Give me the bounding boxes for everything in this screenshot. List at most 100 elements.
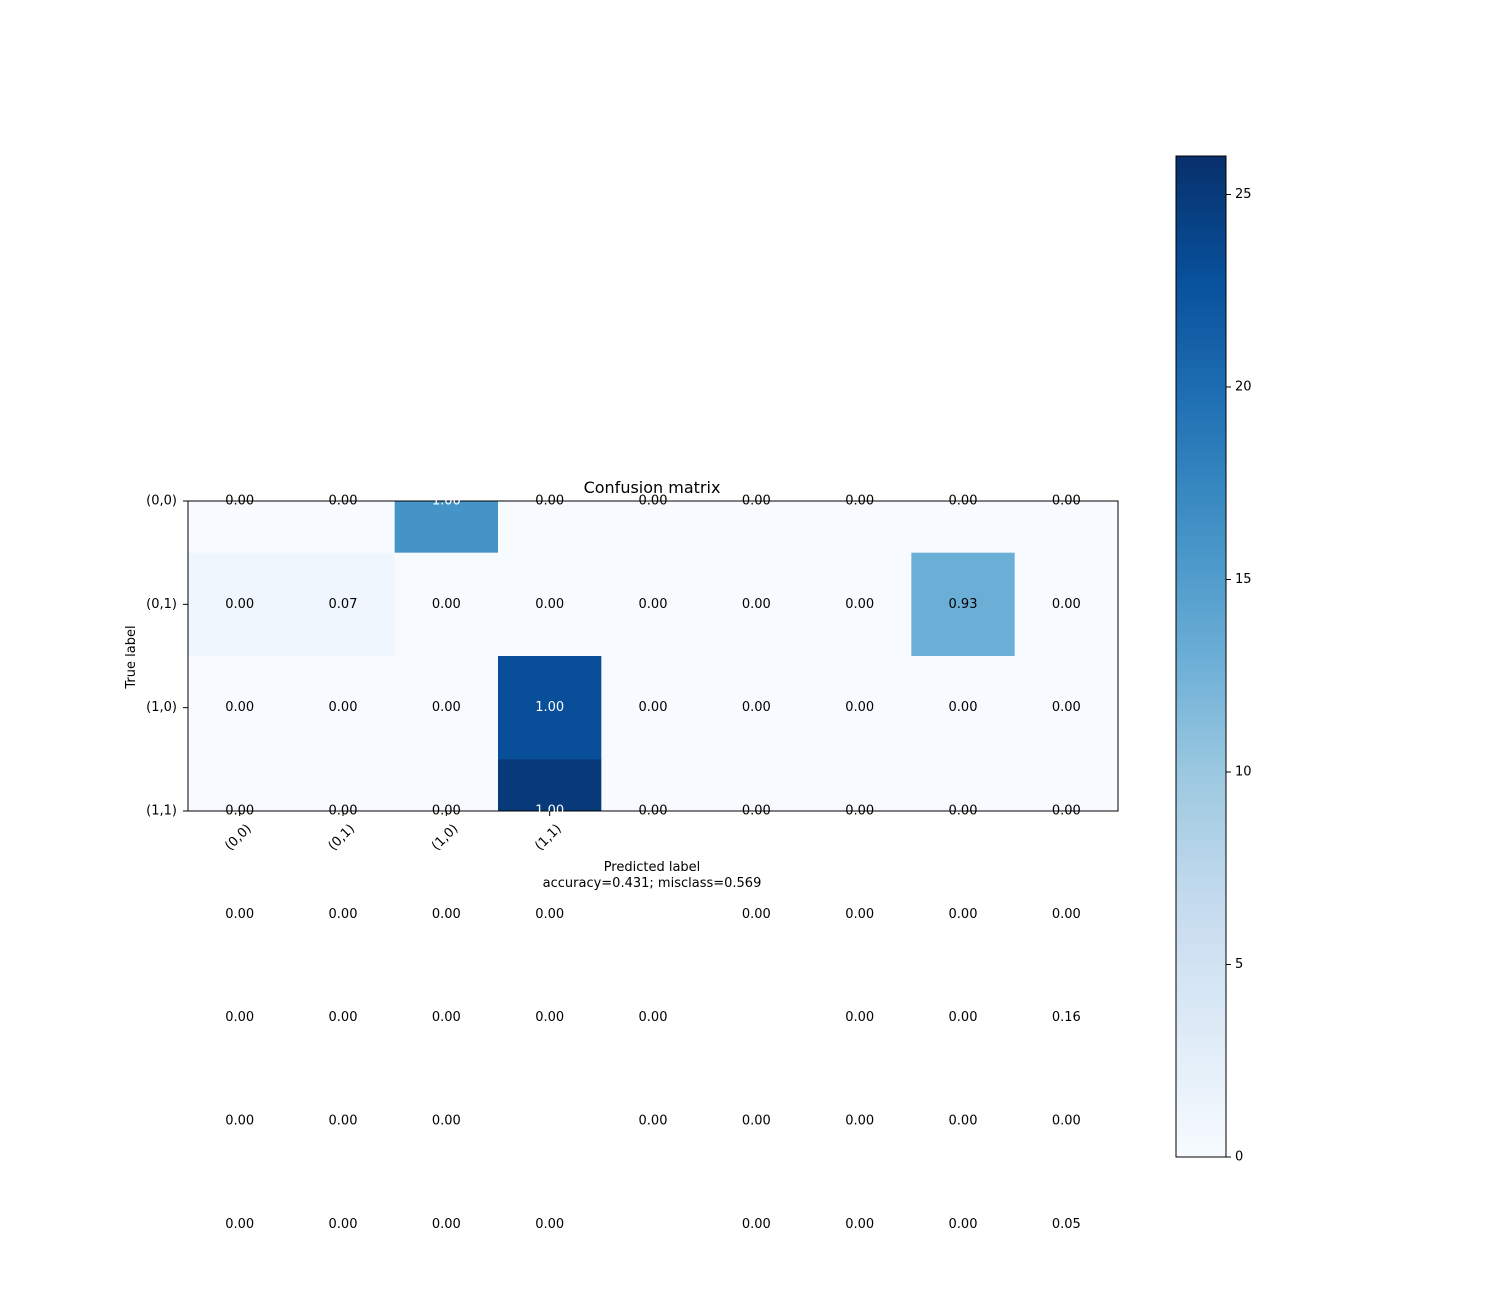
heatmap-cell: [291, 759, 396, 812]
cell-value-label: 0.00: [949, 494, 978, 509]
cell-value-label: 0.00: [845, 907, 874, 922]
heatmap-cell: [808, 656, 912, 760]
heatmap-cell: [911, 501, 1016, 554]
cell-value-label: 0.00: [742, 907, 771, 922]
heatmap-cell: [601, 501, 706, 554]
heatmap-cell: [704, 759, 809, 812]
cell-value-label: 0.00: [329, 1217, 358, 1232]
colorbar-tick-label: 10: [1235, 765, 1252, 780]
heatmap-cell: [911, 759, 1016, 812]
cell-value-label: 0.00: [1052, 494, 1081, 509]
heatmap-cell: [188, 552, 292, 657]
cell-value-label: 0.00: [845, 1010, 874, 1025]
cell-value-label: 0.00: [742, 597, 771, 612]
colorbar-tick-label: 5: [1235, 957, 1243, 972]
cell-value-label: 0.00: [742, 1217, 771, 1232]
cell-value-label: 0.00: [329, 1114, 358, 1129]
y-tick-label: (1,1): [146, 804, 177, 819]
cell-value-label: 0.00: [845, 597, 874, 612]
cell-value-label: 0.00: [432, 1114, 461, 1129]
cell-value-label: 0.93: [949, 597, 978, 612]
heatmap-cell: [601, 552, 706, 657]
y-tick-label: (0,0): [146, 494, 177, 509]
heatmap-cell: [808, 759, 912, 812]
cell-value-label: 0.00: [639, 494, 668, 509]
heatmap-cell: [704, 552, 809, 657]
x-axis-label: Predicted label: [604, 860, 701, 875]
heatmap-cell: [498, 759, 602, 812]
cell-value-label: 0.00: [225, 1114, 254, 1129]
cell-value-label: 0.00: [949, 1114, 978, 1129]
cell-value-label: 0.00: [639, 1114, 668, 1129]
heatmap-cell: [1014, 759, 1119, 812]
cell-value-labels: 0.00 0.00 1.00 0.00 0.00 0.00 0.00 0.00 0.00 0.00…: [225, 494, 1081, 1232]
cell-value-label: 0.00: [535, 1217, 564, 1232]
cell-value-label: 0.00: [639, 597, 668, 612]
x-axis-label-note: accuracy=0.431; misclass=0.569: [543, 876, 762, 891]
colorbar-tick-label: 20: [1235, 380, 1252, 395]
y-axis-ticks: (0,0) (0,1) (1,0) (1,1): [146, 494, 188, 819]
x-tick-label: (1,1): [532, 821, 564, 853]
cell-value-label: 1.00: [535, 700, 564, 715]
cell-value-label: 1.00: [432, 494, 461, 509]
cell-value-label: 0.00: [535, 907, 564, 922]
heatmap-cell: [188, 501, 292, 554]
cell-value-label: 0.07: [329, 597, 358, 612]
cell-value-label: 0.00: [329, 1010, 358, 1025]
cell-value-label: 0.00: [845, 1114, 874, 1129]
cell-value-label: 0.00: [639, 700, 668, 715]
cell-value-label: 0.00: [949, 907, 978, 922]
cell-value-label: 0.00: [225, 1010, 254, 1025]
heatmap-cell: [291, 552, 396, 657]
cell-value-label: 0.00: [1052, 597, 1081, 612]
cell-value-label: 0.00: [225, 700, 254, 715]
heatmap-cell: [808, 552, 912, 657]
heatmap-cell: [911, 656, 1016, 760]
heatmap-cell: [188, 759, 292, 812]
cell-value-label: 0.00: [1052, 700, 1081, 715]
colorbar-tick-label: 15: [1235, 572, 1252, 587]
y-tick-label: (1,0): [146, 700, 177, 715]
heatmap-cell: [1014, 656, 1119, 760]
cell-value-label: 0.00: [845, 494, 874, 509]
cell-value-label: 0.00: [225, 1217, 254, 1232]
cell-value-label: 0.00: [432, 1010, 461, 1025]
heatmap-cell: [704, 501, 809, 554]
heatmap-cell: [394, 656, 499, 760]
cell-value-label: 0.00: [949, 804, 978, 819]
cell-value-label: 0.00: [1052, 804, 1081, 819]
cell-value-label: 0.00: [949, 1217, 978, 1232]
cell-value-label: 0.16: [1052, 1010, 1081, 1025]
cell-value-label: 0.00: [1052, 907, 1081, 922]
heatmap-cell: [394, 552, 499, 657]
heatmap-cell: [1014, 552, 1119, 657]
cell-value-label: 0.00: [742, 1114, 771, 1129]
cell-value-label: 0.00: [742, 804, 771, 819]
cell-value-label: 0.00: [535, 597, 564, 612]
cell-value-label: 0.00: [845, 804, 874, 819]
cell-value-label: 0.00: [1052, 1114, 1081, 1129]
cell-value-label: 0.00: [535, 1010, 564, 1025]
heatmap-cell: [601, 656, 706, 760]
colorbar: [1175, 155, 1227, 1158]
y-tick-label: (0,1): [146, 597, 177, 612]
heatmap-cell: [601, 759, 706, 812]
cell-value-label: 0.00: [639, 1010, 668, 1025]
cell-value-label: 0.00: [949, 1010, 978, 1025]
cell-value-label: 0.05: [1052, 1217, 1081, 1232]
y-axis-label: True label: [124, 625, 139, 689]
cell-value-label: 0.00: [742, 494, 771, 509]
chart-title: Confusion matrix: [584, 478, 721, 497]
cell-value-label: 0.00: [639, 804, 668, 819]
heatmap-cell: [1014, 501, 1119, 554]
cell-value-label: 0.00: [225, 597, 254, 612]
cell-value-label: 0.00: [432, 907, 461, 922]
heatmap-cell: [394, 501, 499, 554]
heatmap-cell: [188, 656, 292, 760]
colorbar-ticks: 0 5 10 15 20 25: [1226, 187, 1252, 1165]
cell-value-label: 0.00: [329, 907, 358, 922]
cell-value-label: 0.00: [225, 494, 254, 509]
cell-value-label: 0.00: [329, 700, 358, 715]
cell-value-label: 0.00: [949, 700, 978, 715]
